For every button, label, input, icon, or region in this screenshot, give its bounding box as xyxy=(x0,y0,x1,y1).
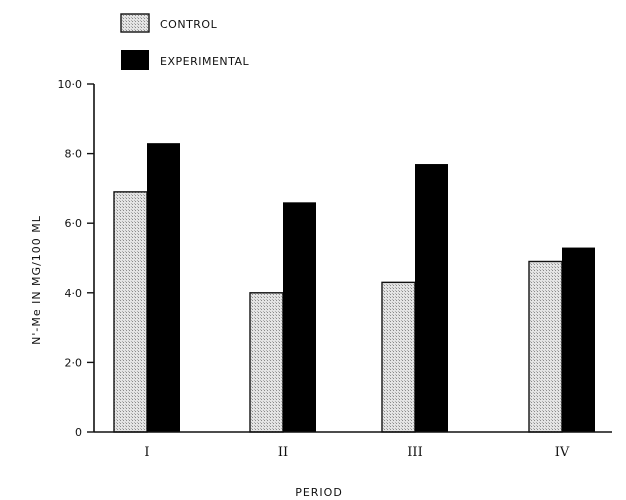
x-tick-label: I xyxy=(144,445,149,460)
x-tick-label: II xyxy=(278,445,288,460)
x-ticks: I II III IV xyxy=(144,445,569,460)
legend-swatch-experimental xyxy=(121,50,149,70)
x-axis-title: PERIOD xyxy=(295,486,343,499)
bar-experimental-iii xyxy=(415,164,448,433)
x-tick-label: III xyxy=(407,445,422,460)
y-tick-label: 10·0 xyxy=(58,78,83,91)
bar-control-iv xyxy=(528,260,563,433)
bar-experimental-ii xyxy=(283,202,316,432)
y-tick-label: 0 xyxy=(75,426,82,439)
bar-control-iii xyxy=(381,281,416,433)
legend-label-control: CONTROL xyxy=(160,18,218,31)
legend: CONTROL EXPERIMENTAL xyxy=(120,13,250,70)
x-tick-label: IV xyxy=(555,445,570,460)
axes xyxy=(93,84,612,433)
bar-experimental-iv xyxy=(562,247,595,432)
bar-control-i xyxy=(113,191,148,433)
y-tick-label: 8·0 xyxy=(65,148,83,161)
legend-label-experimental: EXPERIMENTAL xyxy=(160,55,250,68)
y-tick-label: 4·0 xyxy=(65,287,83,300)
bar-control-ii xyxy=(249,292,284,433)
y-ticks: 0 2·0 4·0 6·0 8·0 10·0 xyxy=(58,78,94,439)
y-tick-label: 2·0 xyxy=(65,356,83,369)
bars xyxy=(113,143,595,433)
legend-swatch-control xyxy=(120,13,150,33)
bar-experimental-i xyxy=(147,143,180,432)
y-tick-label: 6·0 xyxy=(65,217,83,230)
y-axis-title: N'-Me IN MG/100 ML xyxy=(30,215,43,345)
